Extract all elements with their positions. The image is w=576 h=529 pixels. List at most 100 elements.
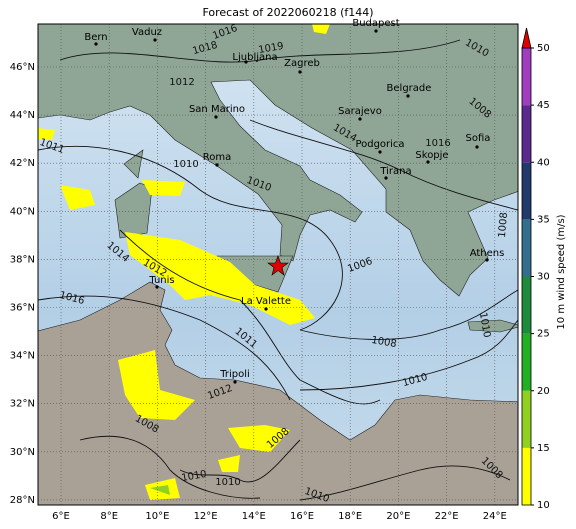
isobar-label: 1019: [258, 41, 285, 56]
city-label: Bern: [84, 32, 107, 43]
city-label: San Marino: [189, 104, 245, 115]
map-area: [38, 24, 518, 505]
lon-label: 14°E: [242, 511, 266, 522]
city-label: Tirana: [379, 166, 411, 177]
colorbar-segment: [522, 48, 531, 106]
colorbar-segment: [522, 105, 531, 163]
city-label: Athens: [470, 248, 505, 259]
isobar: [38, 295, 291, 401]
isobar: [299, 319, 518, 391]
lat-label: 44°N: [10, 110, 35, 121]
city-label: Roma: [203, 152, 232, 163]
lat-label: 30°N: [10, 447, 35, 458]
isobar-label: 1010: [215, 477, 240, 488]
isobar: [249, 119, 518, 211]
colorbar-segment: [522, 390, 531, 448]
map-frame: [37, 23, 519, 506]
isobar: [38, 145, 343, 331]
city-label: Zagreb: [284, 58, 320, 69]
lat-label: 38°N: [10, 254, 35, 265]
isobar: [119, 229, 381, 405]
lon-label: 10°E: [145, 511, 169, 522]
colorbar-segment: [522, 333, 531, 391]
isobar: [59, 39, 461, 63]
city-dot: [153, 38, 157, 42]
colorbar-tick-label: 15: [537, 443, 550, 454]
isobar-label: 1008: [497, 212, 510, 238]
city-dot: [244, 60, 248, 64]
city-dot: [233, 380, 237, 384]
wind-patch: [218, 455, 240, 472]
lat-label: 46°N: [10, 62, 35, 73]
wind-patch: [312, 24, 330, 34]
city-dot: [155, 285, 159, 289]
wind-patch: [150, 485, 170, 495]
lon-label: 16°E: [290, 511, 314, 522]
colorbar-tick-label: 30: [537, 272, 550, 283]
wind-patch: [60, 185, 95, 210]
isobar: [179, 439, 301, 483]
lon-label: 20°E: [386, 511, 410, 522]
city-label: Sarajevo: [338, 106, 382, 117]
lat-label: 36°N: [10, 303, 35, 314]
city-dot: [264, 307, 268, 311]
isobar-label: 1010: [477, 312, 492, 339]
city-label: Tunis: [148, 275, 174, 286]
lon-label: 24°E: [483, 511, 507, 522]
city-label: Tripoli: [219, 369, 250, 380]
colorbar-extend: [521, 27, 532, 49]
colorbar-tick-label: 45: [537, 100, 550, 111]
colorbar-segment: [522, 276, 531, 334]
isobar-label: 1010: [181, 469, 208, 484]
city-label: Sofia: [466, 133, 491, 144]
city-dot: [406, 94, 410, 98]
lon-label: 12°E: [194, 511, 218, 522]
lon-label: 22°E: [435, 511, 459, 522]
colorbar-tick-label: 10: [537, 500, 550, 511]
lat-label: 32°N: [10, 399, 35, 410]
europe-land: [38, 24, 518, 297]
isobar-label: 1008: [370, 335, 397, 350]
city-dot: [378, 150, 382, 154]
city-dot: [374, 29, 378, 33]
isobar: [79, 435, 261, 499]
colorbar-segment: [522, 219, 531, 277]
colorbar-segment: [522, 447, 531, 505]
city-dot: [384, 176, 388, 180]
city-dot: [215, 163, 219, 167]
colorbar-label: 10 m wind speed (m/s): [556, 214, 567, 329]
city-label: Vaduz: [132, 27, 162, 38]
city-dot: [298, 70, 302, 74]
colorbar-tick-label: 40: [537, 157, 550, 168]
colorbar-tick-label: 50: [537, 43, 550, 54]
lat-label: 34°N: [10, 351, 35, 362]
isobar-label: 1012: [169, 77, 194, 88]
wind-patch: [228, 425, 290, 452]
isobar-label: 1010: [173, 159, 198, 170]
lat-label: 28°N: [10, 495, 35, 506]
wind-patch: [142, 180, 185, 196]
city-dot: [214, 115, 218, 119]
isobar-label: 1016: [425, 138, 450, 149]
city-dot: [94, 42, 98, 46]
colorbar-tick-label: 20: [537, 386, 550, 397]
colorbar-tick-label: 35: [537, 214, 550, 225]
colorbar-segment: [522, 162, 531, 220]
isobar: [299, 465, 511, 501]
wind-patch: [125, 232, 315, 325]
wind-patch: [38, 128, 55, 140]
lon-label: 18°E: [338, 511, 362, 522]
city-dot: [485, 258, 489, 262]
lat-label: 42°N: [10, 158, 35, 169]
city-label: Skopje: [415, 150, 448, 161]
isobar: [299, 289, 518, 340]
wind-patch: [118, 350, 195, 420]
lon-label: 6°E: [52, 511, 70, 522]
star-marker: [267, 255, 289, 276]
city-dot: [426, 160, 430, 164]
city-label: Podgorica: [355, 139, 404, 150]
colorbar-tick-label: 25: [537, 329, 550, 340]
corsica: [123, 149, 144, 179]
lon-label: 8°E: [100, 511, 118, 522]
